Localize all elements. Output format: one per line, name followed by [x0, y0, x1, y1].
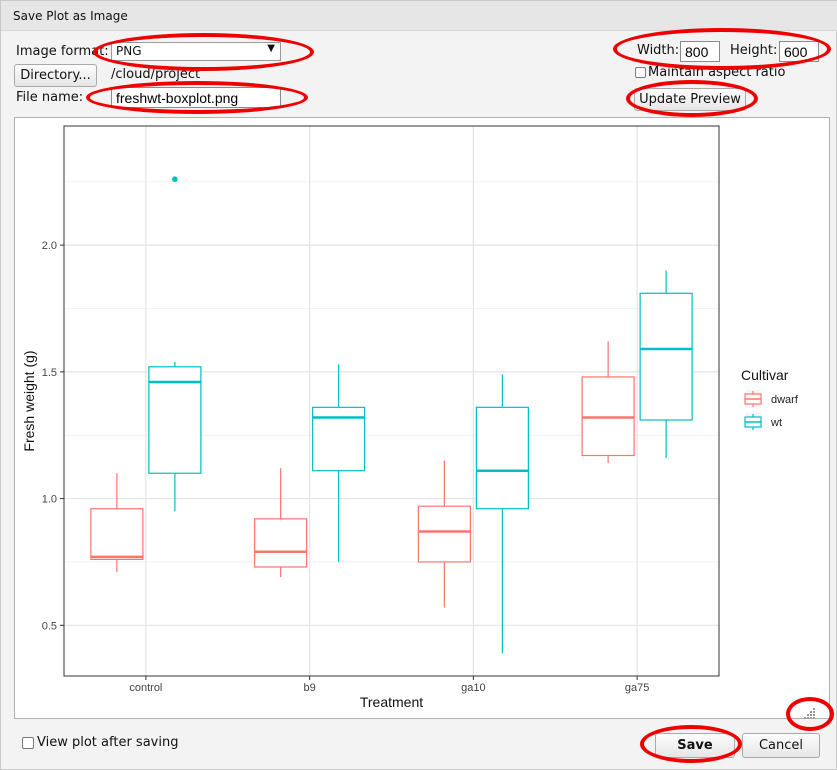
box-wt-ga75 — [639, 270, 693, 459]
box-iqr — [639, 292, 693, 421]
legend-title: Cultivar — [741, 367, 789, 383]
cancel-button[interactable]: Cancel — [742, 733, 820, 758]
y-tick-label: 2.0 — [42, 240, 57, 252]
legend: dwarf wt — [744, 390, 799, 431]
legend-label: dwarf — [771, 394, 799, 406]
image-format-value: PNG — [116, 44, 142, 58]
plot-preview: 0.5 1.0 1.5 2.0 control b9 ga10 ga75 Treatment … — [14, 117, 830, 719]
x-tick-label: ga10 — [461, 682, 485, 694]
width-input[interactable] — [680, 41, 720, 62]
box-wt-ga10 — [475, 374, 529, 654]
plot-panel — [63, 125, 720, 677]
x-tick-label: control — [129, 682, 162, 694]
view-after-saving-checkbox[interactable] — [22, 737, 34, 749]
resize-grip-icon[interactable] — [799, 704, 819, 724]
box-iqr — [90, 508, 144, 561]
x-tick-label: b9 — [304, 682, 316, 694]
box-dwarf-ga75 — [581, 341, 635, 464]
save-button[interactable]: Save — [655, 733, 735, 758]
axes: 0.5 1.0 1.5 2.0 control b9 ga10 ga75 — [42, 240, 650, 694]
y-tick-label: 1.0 — [42, 494, 57, 506]
height-label: Height: — [730, 43, 778, 58]
height-input[interactable] — [779, 41, 819, 62]
legend-item-dwarf: dwarf — [744, 390, 799, 408]
dialog-title: Save Plot as Image — [13, 9, 128, 23]
image-format-select[interactable]: PNG ▼ — [111, 42, 281, 61]
file-name-input[interactable] — [111, 87, 281, 108]
directory-path: /cloud/project — [111, 67, 201, 82]
boxes — [90, 176, 693, 654]
box-iqr — [581, 376, 635, 457]
box-iqr — [417, 505, 471, 563]
box-wt-control — [148, 176, 202, 512]
y-tick-label: 1.5 — [42, 367, 57, 379]
maintain-aspect-checkbox[interactable] — [635, 67, 646, 78]
dropdown-arrow-icon: ▼ — [267, 43, 275, 54]
box-dwarf-b9 — [254, 468, 308, 578]
title-bar[interactable]: Save Plot as Image — [1, 1, 837, 31]
y-axis-label: Fresh weight (g) — [21, 350, 37, 451]
outlier-point — [172, 176, 178, 183]
image-format-label: Image format: — [16, 44, 109, 59]
box-iqr — [254, 518, 308, 568]
maintain-aspect-label: Maintain aspect ratio — [648, 65, 786, 80]
directory-button[interactable]: Directory... — [14, 64, 97, 87]
box-iqr — [148, 366, 202, 474]
x-tick-label: ga75 — [625, 682, 649, 694]
box-wt-b9 — [312, 364, 366, 562]
y-tick-label: 0.5 — [42, 620, 57, 632]
box-dwarf-ga10 — [417, 460, 471, 608]
width-label: Width: — [637, 43, 680, 58]
view-after-saving-label: View plot after saving — [37, 735, 179, 750]
file-name-label: File name: — [16, 90, 84, 105]
legend-item-wt: wt — [744, 413, 782, 431]
box-iqr — [475, 406, 529, 510]
box-dwarf-control — [90, 473, 144, 573]
legend-label: wt — [770, 417, 782, 429]
x-axis-label: Treatment — [360, 694, 423, 710]
update-preview-button[interactable]: Update Preview — [634, 88, 746, 111]
